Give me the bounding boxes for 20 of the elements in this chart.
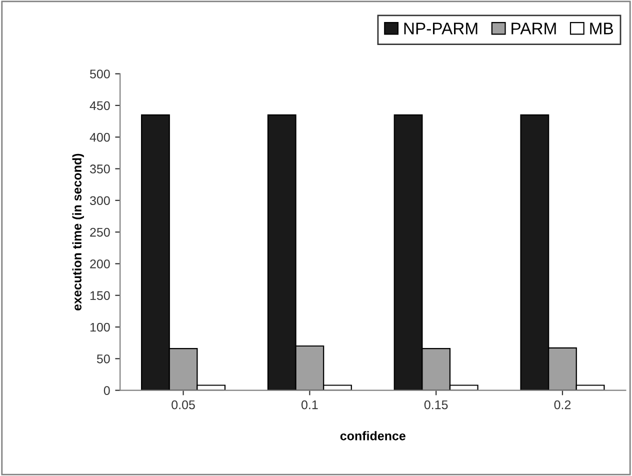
x-axis-title: confidence [340,431,406,440]
x-tick-label: 0.1 [301,400,318,410]
x-tick-label: 0.05 [172,400,195,410]
y-tick-label: 450 [90,101,110,110]
y-tick-label: 300 [90,196,110,206]
legend-label: PARM [512,22,556,34]
y-tick-label: 0 [104,386,110,395]
legend-label: NP-PARM [404,22,478,34]
y-tick-label: 50 [96,354,110,364]
y-tick-label: 350 [90,164,110,174]
y-tick-label: 500 [90,70,110,78]
y-tick-label: 100 [90,322,110,332]
y-axis-title: execution time (in second) [72,154,84,310]
y-tick-label: 400 [90,132,110,142]
x-tick-label: 0.15 [424,400,448,410]
y-tick-label: 250 [90,228,110,237]
y-tick-label: 150 [90,291,110,300]
legend-label: MB [590,22,613,34]
y-tick-label: 200 [90,260,110,268]
x-tick-label: 0.2 [554,400,571,410]
